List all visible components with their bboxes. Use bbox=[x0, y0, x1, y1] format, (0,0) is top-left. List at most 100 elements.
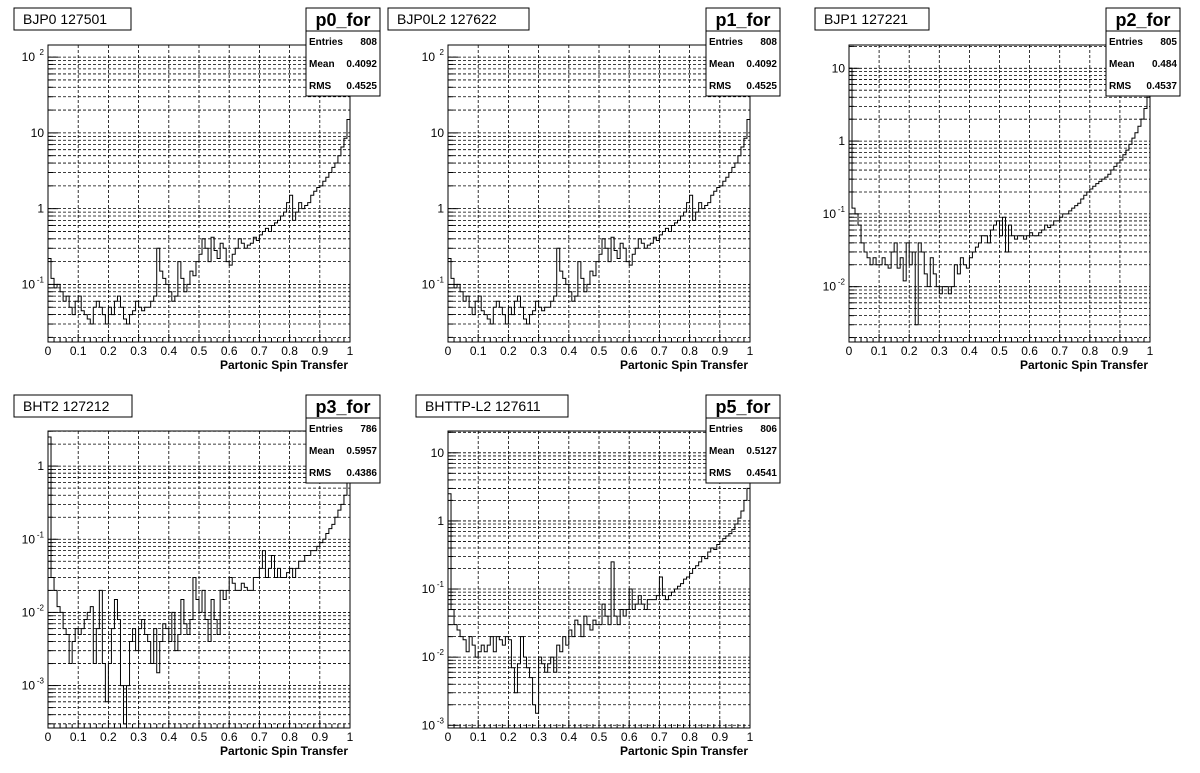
x-tick-label: 1 bbox=[747, 730, 754, 744]
y-tick-label: 10 bbox=[422, 582, 436, 596]
stats-title: p2_for bbox=[1115, 10, 1170, 30]
y-tick-label: 10 bbox=[22, 277, 36, 291]
histogram-name-box bbox=[13, 394, 133, 418]
stats-title: p3_for bbox=[315, 397, 370, 417]
x-tick-label: 0.8 bbox=[281, 344, 298, 358]
y-tick-exponent: -2 bbox=[37, 603, 45, 612]
x-tick-label: 0.4 bbox=[560, 730, 577, 744]
x-tick-label: 0.2 bbox=[100, 344, 117, 358]
x-tick-label: 0.8 bbox=[681, 730, 698, 744]
stats-key-entries: Entries bbox=[309, 424, 343, 435]
x-axis-ticks bbox=[47, 334, 351, 342]
y-tick-exponent: -1 bbox=[437, 275, 445, 284]
stats-value-entries: 805 bbox=[1160, 37, 1177, 48]
y-tick-label: 10 bbox=[422, 718, 436, 732]
x-tick-label: 0 bbox=[445, 344, 452, 358]
histogram-name-label: BJP0 127501 bbox=[23, 11, 107, 27]
x-tick-label: 0 bbox=[846, 344, 853, 358]
stats-value-mean: 0.484 bbox=[1152, 59, 1177, 70]
x-tick-label: 0.5 bbox=[191, 730, 208, 744]
y-tick-exponent: 2 bbox=[40, 48, 45, 57]
stats-key-mean: Mean bbox=[709, 446, 735, 457]
x-tick-label: 0.8 bbox=[1081, 344, 1098, 358]
x-tick-label: 0.8 bbox=[281, 730, 298, 744]
x-tick-label: 1 bbox=[747, 344, 754, 358]
x-tick-label: 0.1 bbox=[70, 344, 87, 358]
stats-box bbox=[705, 394, 781, 484]
stats-value-entries: 808 bbox=[760, 37, 777, 48]
x-tick-label: 0.1 bbox=[470, 730, 487, 744]
histogram-name-label: BJP0L2 127622 bbox=[397, 11, 497, 27]
x-axis-ticks bbox=[447, 720, 751, 728]
stats-key-mean: Mean bbox=[309, 446, 335, 457]
grid-lines bbox=[849, 45, 1150, 342]
x-tick-label: 0.6 bbox=[1021, 344, 1038, 358]
grid-lines bbox=[448, 431, 750, 728]
y-tick-label: 1 bbox=[37, 202, 44, 216]
y-tick-exponent: -2 bbox=[838, 278, 846, 287]
histogram-name-label: BHT2 127212 bbox=[23, 398, 110, 414]
stats-key-rms: RMS bbox=[309, 468, 332, 479]
x-axis-label: Partonic Spin Transfer bbox=[220, 744, 348, 758]
y-axis-ticks bbox=[48, 430, 58, 725]
x-tick-label: 0.1 bbox=[871, 344, 888, 358]
y-tick-label: 1 bbox=[838, 134, 845, 148]
histogram-panel-p5_for: 0 0.1 0.2 0.3 0.4 0.5 0.6 0.7 0.8 0.9 110 -310 -210-… bbox=[415, 394, 781, 758]
x-tick-label: 0.4 bbox=[560, 344, 577, 358]
grid-lines bbox=[448, 45, 750, 342]
x-tick-label: 1 bbox=[347, 344, 354, 358]
x-axis-ticks bbox=[447, 334, 751, 342]
x-tick-label: 0.1 bbox=[70, 730, 87, 744]
stats-value-mean: 0.4092 bbox=[346, 59, 377, 70]
histogram-line-p0_for bbox=[48, 119, 350, 325]
stats-value-mean: 0.4092 bbox=[746, 59, 777, 70]
x-tick-label: 0.4 bbox=[160, 730, 177, 744]
x-tick-label: 0.1 bbox=[470, 344, 487, 358]
histogram-line-p5_for bbox=[448, 487, 750, 714]
x-tick-label: 0.3 bbox=[931, 344, 948, 358]
x-axis-label: Partonic Spin Transfer bbox=[620, 744, 748, 758]
x-tick-label: 0 bbox=[45, 344, 52, 358]
y-tick-exponent: -1 bbox=[437, 580, 445, 589]
x-tick-label: 0.2 bbox=[500, 344, 517, 358]
stats-key-rms: RMS bbox=[709, 81, 732, 92]
y-tick-label: 10 bbox=[22, 50, 36, 64]
x-tick-label: 0.6 bbox=[621, 344, 638, 358]
y-tick-label: 10 bbox=[22, 532, 36, 546]
histogram-line-p3_for bbox=[48, 436, 350, 725]
stats-key-entries: Entries bbox=[309, 37, 343, 48]
stats-title: p1_for bbox=[715, 10, 770, 30]
histogram-panel-p3_for: 0 0.1 0.2 0.3 0.4 0.5 0.6 0.7 0.8 0.9 110 -310 -210-… bbox=[13, 394, 381, 758]
x-tick-label: 0.8 bbox=[681, 344, 698, 358]
x-axis-label: Partonic Spin Transfer bbox=[1020, 358, 1148, 372]
x-tick-label: 0.2 bbox=[901, 344, 918, 358]
stats-value-mean: 0.5957 bbox=[346, 446, 377, 457]
grid-lines bbox=[48, 430, 350, 728]
histogram-name-box bbox=[387, 7, 530, 31]
histogram-name-box bbox=[814, 7, 930, 31]
stats-value-entries: 808 bbox=[360, 37, 377, 48]
y-tick-label: 10 bbox=[422, 650, 436, 664]
y-tick-exponent: -3 bbox=[37, 677, 45, 686]
y-tick-exponent: 2 bbox=[440, 48, 445, 57]
x-tick-label: 0.5 bbox=[191, 344, 208, 358]
y-tick-label: 10 bbox=[422, 277, 436, 291]
x-tick-label: 0.6 bbox=[621, 730, 638, 744]
y-tick-label: 10 bbox=[832, 61, 846, 75]
x-tick-label: 0.9 bbox=[711, 730, 728, 744]
y-tick-exponent: -1 bbox=[37, 275, 45, 284]
x-tick-label: 1 bbox=[347, 730, 354, 744]
x-tick-label: 0.5 bbox=[591, 730, 608, 744]
x-tick-label: 0.3 bbox=[130, 344, 147, 358]
x-tick-label: 0.7 bbox=[651, 730, 668, 744]
stats-value-mean: 0.5127 bbox=[746, 446, 777, 457]
y-axis-ticks bbox=[849, 45, 859, 339]
x-tick-label: 0 bbox=[445, 730, 452, 744]
stats-key-rms: RMS bbox=[1109, 81, 1132, 92]
stats-value-rms: 0.4541 bbox=[746, 468, 777, 479]
y-tick-label: 10 bbox=[22, 679, 36, 693]
histogram-line-p1_for bbox=[448, 119, 750, 325]
